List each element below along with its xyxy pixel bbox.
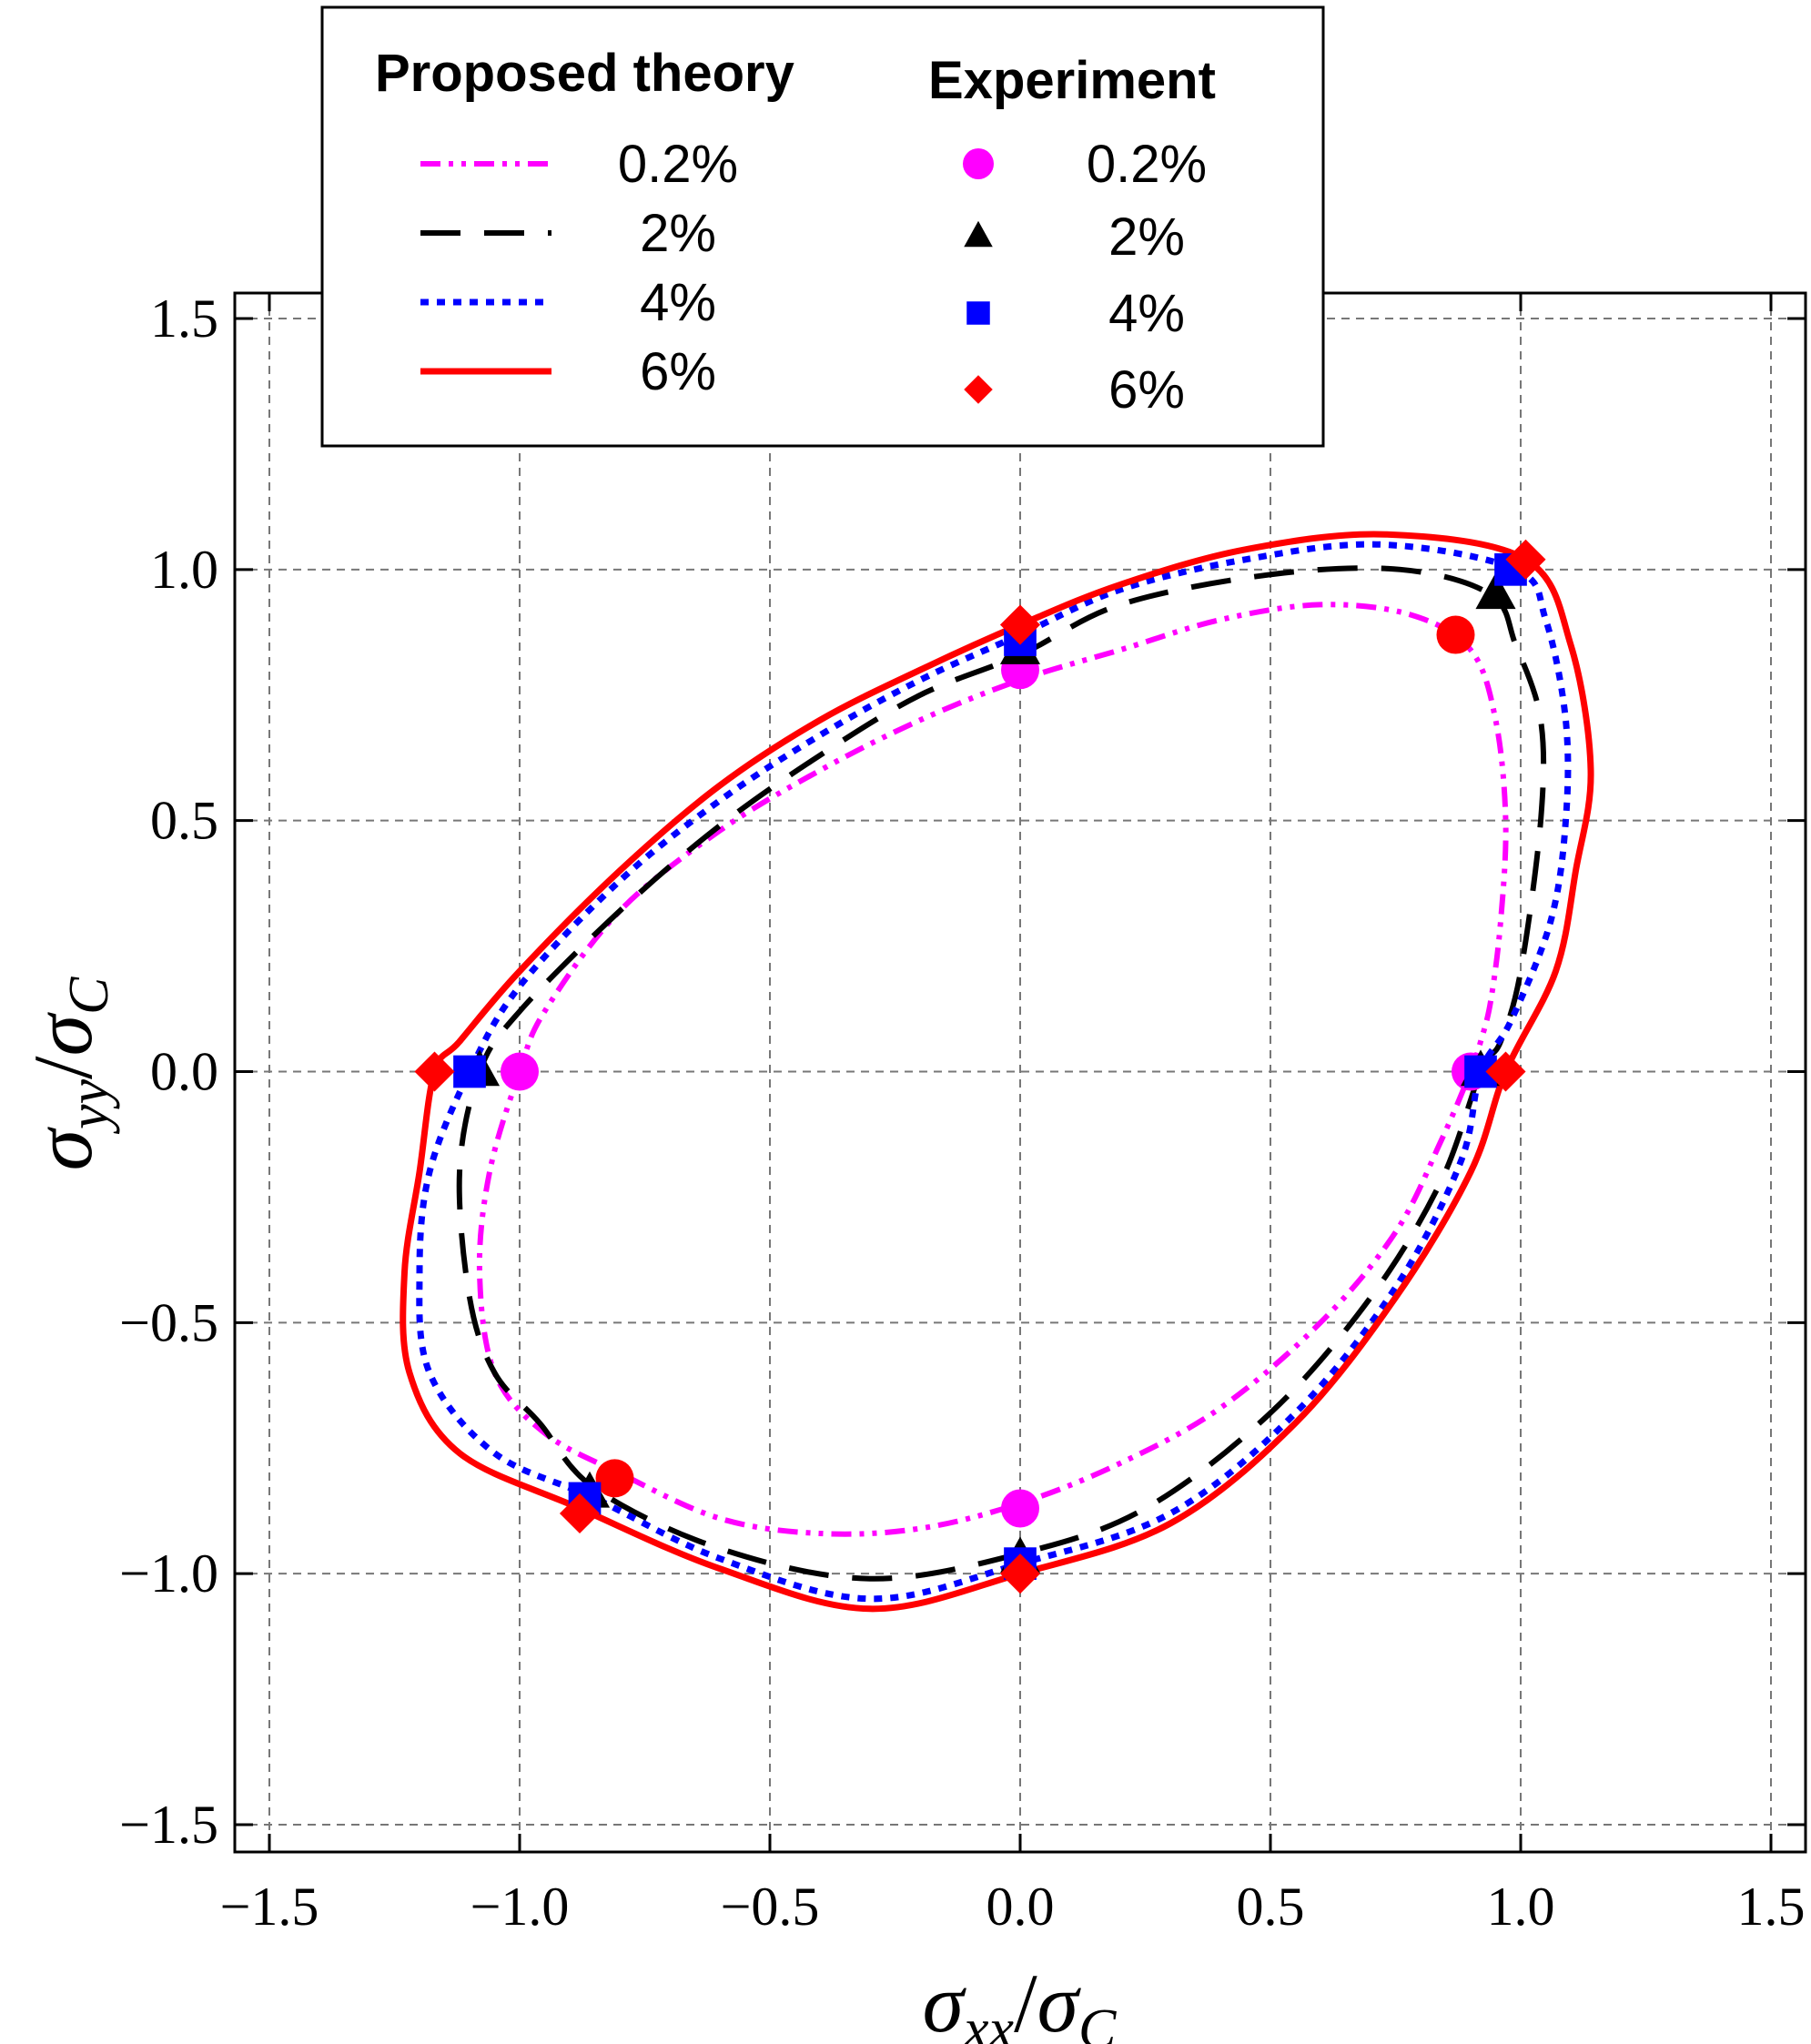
x-tick-label: 1.5 bbox=[1737, 1877, 1806, 1937]
x-tick-label: −1.0 bbox=[470, 1877, 570, 1937]
legend-theory-label-3: 6% bbox=[640, 342, 716, 401]
theory-curve-0 bbox=[476, 602, 1509, 1537]
legend-entries: 0.2% 2% 4% 6% 0.2% 2% 4% 6% bbox=[420, 135, 1207, 420]
legend-theory-label-1: 2% bbox=[640, 204, 716, 263]
x-tick-label: 1.0 bbox=[1487, 1877, 1555, 1937]
legend-experiment-label-3: 6% bbox=[1108, 360, 1185, 420]
experiment-point-3-4 bbox=[559, 1493, 601, 1534]
experiment-point-3-0 bbox=[999, 604, 1041, 645]
x-tick-label: −1.5 bbox=[220, 1877, 319, 1937]
y-tick-label: −1.0 bbox=[119, 1543, 218, 1604]
legend-experiment-marker-3 bbox=[964, 375, 993, 404]
experiment-point-3-5 bbox=[999, 1553, 1041, 1594]
y-axis-title: σyy/σC bbox=[16, 976, 120, 1170]
y-tick-label: −1.5 bbox=[119, 1795, 218, 1855]
experiment-point-2-2 bbox=[453, 1055, 486, 1088]
experiment-markers bbox=[414, 539, 1546, 1594]
legend-experiment-marker-1 bbox=[964, 220, 993, 248]
x-axis-title: σxx/σC bbox=[923, 1957, 1117, 2044]
x-tick-label: 0.0 bbox=[986, 1877, 1055, 1937]
experiment-point-3-1 bbox=[1505, 539, 1546, 580]
experiment-point-4-1 bbox=[595, 1459, 634, 1498]
legend-experiment-label-1: 2% bbox=[1108, 207, 1185, 267]
experiment-point-3-2 bbox=[414, 1051, 455, 1092]
experiment-point-1-1 bbox=[1475, 572, 1516, 610]
legend-theory-label-2: 4% bbox=[640, 273, 716, 332]
experiment-point-0-3 bbox=[1001, 1489, 1039, 1528]
legend-theory-label-0: 0.2% bbox=[618, 135, 738, 194]
theory-curve-2 bbox=[416, 541, 1572, 1603]
legend-experiment-title: Experiment bbox=[928, 51, 1216, 110]
experiment-point-3-3 bbox=[1485, 1051, 1526, 1092]
legend: Proposed theory Experiment 0.2%2%4%6%0.2… bbox=[320, 5, 1325, 448]
x-tick-label: 0.5 bbox=[1237, 1877, 1305, 1937]
y-tick-label: 0.5 bbox=[150, 791, 218, 851]
legend-theory-title: Proposed theory bbox=[375, 44, 794, 103]
y-tick-label: 1.5 bbox=[150, 288, 218, 349]
ticks: −1.5 −1.0 −0.5 0.0 0.5 1.0 1.5 −1.5 −1.0 −0.5 0.0 0… bbox=[119, 288, 1806, 1937]
y-tick-label: 1.0 bbox=[150, 540, 218, 600]
experiment-point-4-0 bbox=[1436, 615, 1475, 654]
legend-experiment-label-2: 4% bbox=[1108, 284, 1185, 343]
experiment-point-0-1 bbox=[501, 1052, 539, 1091]
x-tick-label: −0.5 bbox=[721, 1877, 820, 1937]
legend-experiment-marker-2 bbox=[966, 301, 990, 325]
y-tick-label: 0.0 bbox=[150, 1042, 218, 1102]
y-tick-label: −0.5 bbox=[119, 1292, 218, 1352]
legend-experiment-marker-0 bbox=[963, 148, 994, 179]
legend-experiment-label-0: 0.2% bbox=[1087, 135, 1207, 194]
theory-curve-1 bbox=[456, 565, 1547, 1582]
